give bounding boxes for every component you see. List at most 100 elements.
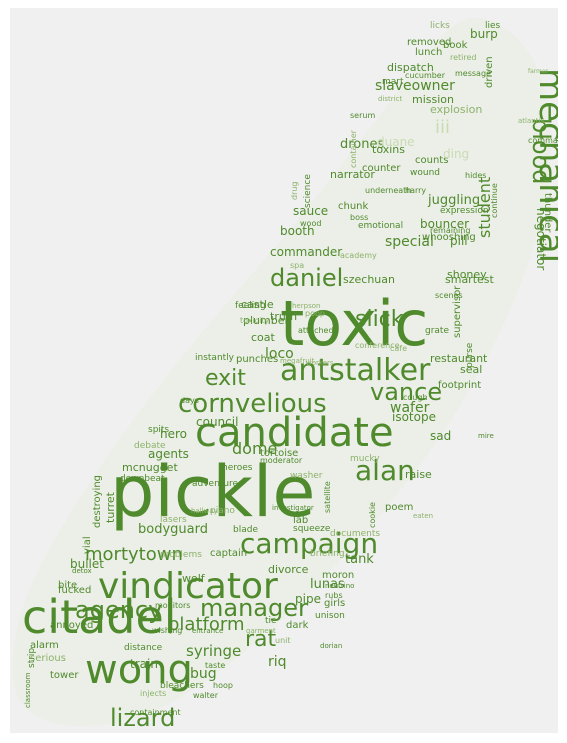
word-bodyguard: bodyguard xyxy=(138,522,208,537)
word-loco: loco xyxy=(265,346,294,362)
word-rubs: rubs xyxy=(325,591,343,600)
word-grate: grate xyxy=(425,326,449,336)
word-attached: attached xyxy=(298,326,334,335)
word-removed: removed xyxy=(407,37,451,48)
word-blood: blood xyxy=(527,118,555,185)
word-containment: containment xyxy=(130,708,181,717)
word-ding: ding xyxy=(443,147,469,161)
word-wolf: wolf xyxy=(182,572,206,585)
word-wong: wong xyxy=(85,647,193,693)
word-sad: sad xyxy=(430,429,451,443)
word-raise: raise xyxy=(405,468,432,481)
word-bug: bug xyxy=(190,666,217,682)
word-pill: pill xyxy=(450,234,468,248)
word-spits: spits xyxy=(148,425,169,435)
word-emotional: emotional xyxy=(358,221,403,231)
word-restaurant: restaurant xyxy=(430,352,488,365)
word-drones: drones xyxy=(340,137,385,152)
word-szechuan: szechuan xyxy=(343,273,395,286)
word-feeling: feeling xyxy=(235,301,266,311)
word-iii: iii xyxy=(435,117,450,138)
word-district: district xyxy=(378,95,402,103)
word-lizard: lizard xyxy=(110,704,175,732)
word-alarm: alarm xyxy=(30,640,59,651)
word-entrance: entrance xyxy=(192,627,223,635)
wordcloud-frame: pickle toxic citadel candidate vindicator mec… xyxy=(10,8,558,733)
word-vance: vance xyxy=(370,378,442,406)
word-bleachers: bleachers xyxy=(160,681,204,691)
word-walter: walter xyxy=(193,691,219,700)
word-neutrino: neutrino xyxy=(325,582,354,590)
word-vial: vial xyxy=(82,536,93,554)
word-pipe: pipe xyxy=(295,592,321,606)
word-moderator: moderator xyxy=(260,456,303,465)
word-wishing: wishing xyxy=(152,626,182,635)
word-heroes: heroes xyxy=(222,463,253,473)
word-daniel: daniel xyxy=(270,264,343,292)
word-counter: counter xyxy=(362,163,401,174)
word-sauce: sauce xyxy=(293,204,328,218)
word-tortoise: tortoise xyxy=(260,448,298,459)
word-farmer: farmer xyxy=(528,68,549,75)
word-girls: girls xyxy=(324,598,345,609)
word-tower: tower xyxy=(50,670,79,681)
word-serum: serum xyxy=(350,111,375,120)
word-exit: exit xyxy=(205,366,246,391)
word-hero: hero xyxy=(160,427,187,441)
word-commander: commander xyxy=(270,245,342,259)
word-classroom: classroom xyxy=(24,672,32,708)
word-lab: lab xyxy=(293,515,308,526)
word-slick: slick xyxy=(355,307,404,332)
word-negotiator: negotiator xyxy=(534,208,548,270)
word-captain: captain xyxy=(210,548,247,559)
word-cucumber: cucumber xyxy=(405,71,446,80)
word-wound: wound xyxy=(410,168,440,178)
word-counts: counts xyxy=(415,155,448,166)
word-alan: alan xyxy=(355,454,415,487)
word-washer: washer xyxy=(290,471,323,481)
word-science: science xyxy=(303,174,313,208)
word-hallway: hallway xyxy=(191,507,218,515)
word-manager: manager xyxy=(200,594,308,622)
word-coat: coat xyxy=(251,331,276,344)
word-wafer: wafer xyxy=(390,400,430,416)
word-candidate: candidate xyxy=(195,410,394,456)
word-investigator: investigator xyxy=(272,504,314,512)
word-plumber: plumber xyxy=(243,314,289,327)
word-remaining: remaining xyxy=(430,226,470,235)
word-unit: unit xyxy=(275,636,291,645)
word-licks: licks xyxy=(430,21,450,31)
word-student: student xyxy=(475,177,494,238)
word-seal: seal xyxy=(460,363,482,376)
word-conference: conference xyxy=(355,341,400,350)
word-blade: blade xyxy=(233,525,258,535)
word-fucked: fucked xyxy=(58,585,91,596)
word-strip: strip xyxy=(27,648,37,668)
word-special: special xyxy=(385,234,434,250)
word-container: container xyxy=(349,129,358,168)
word-truth: truth xyxy=(270,310,297,323)
word-campaign: campaign xyxy=(240,527,378,560)
word-wood: wood xyxy=(300,219,321,228)
word-cornvelious: cornvelious xyxy=(178,389,327,419)
word-chunk: chunk xyxy=(338,201,369,212)
word-poop: poop xyxy=(305,309,325,318)
word-detox: detox xyxy=(72,567,92,575)
word-megafruit: megafruit xyxy=(280,357,315,365)
word-mart: mart xyxy=(382,77,404,87)
word-mire: mire xyxy=(478,432,494,440)
word-mechanical: mechanical xyxy=(531,68,558,263)
word-bite: bite xyxy=(58,580,77,591)
word-spa: spa xyxy=(290,261,304,270)
word-atlantis: atlantis xyxy=(518,117,544,125)
word-dorian: dorian xyxy=(320,642,342,650)
word-booth: booth xyxy=(280,224,315,238)
word-driven: driven xyxy=(484,56,495,88)
word-narrator: narrator xyxy=(330,168,375,181)
word-syringe: syringe xyxy=(186,642,241,660)
word-whooshing: whooshing xyxy=(422,232,476,243)
word-scenes: scenes xyxy=(435,291,463,300)
word-drug: drug xyxy=(290,181,299,200)
word-documents: documents xyxy=(330,529,380,539)
word-burp: burp xyxy=(470,27,498,41)
